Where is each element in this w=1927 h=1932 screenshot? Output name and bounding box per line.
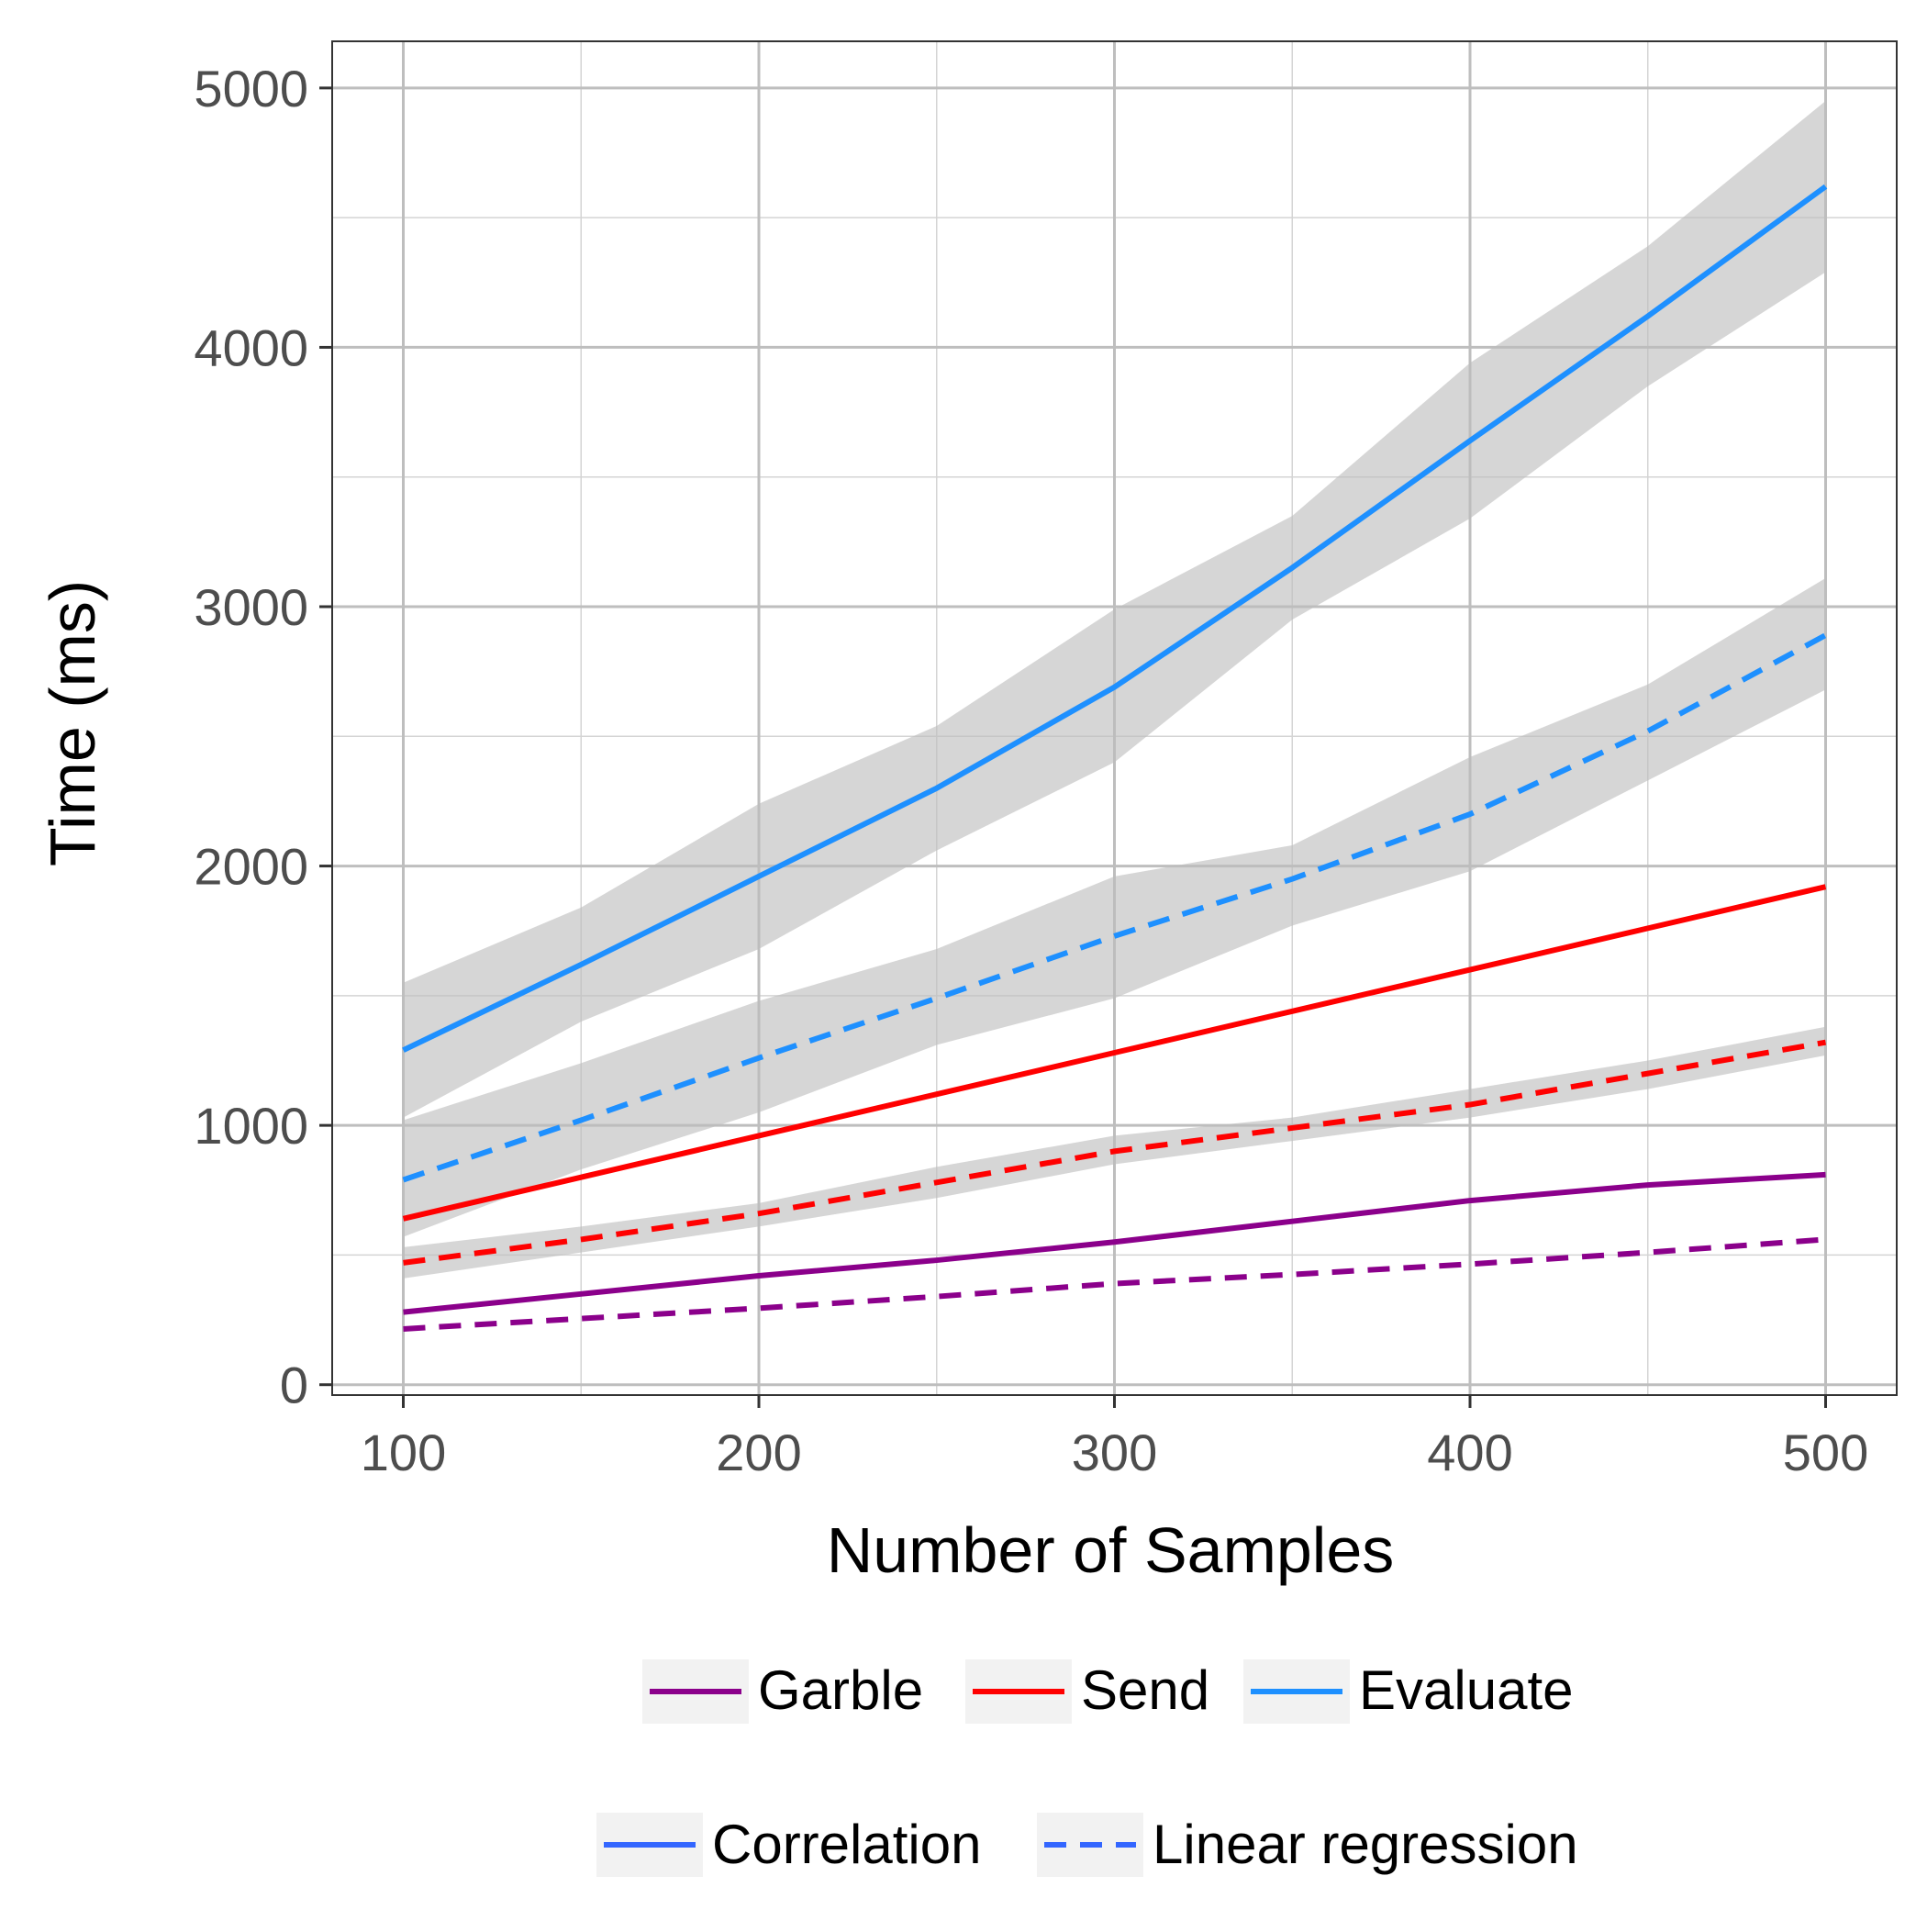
legend-label: Garble (758, 1659, 923, 1721)
legend-label: Send (1081, 1659, 1209, 1721)
x-tick-label: 200 (716, 1424, 801, 1481)
x-tick-label: 100 (361, 1424, 446, 1481)
legend-linetype: Correlation Linear regression (596, 1813, 1578, 1877)
legend-label: Correlation (712, 1814, 981, 1875)
series-line (403, 1039, 1827, 1266)
y-tick-label: 0 (280, 1357, 308, 1414)
y-tick-label: 1000 (194, 1097, 308, 1155)
x-tick-label: 400 (1427, 1424, 1512, 1481)
legend-color: Garble Send Evaluate (642, 1659, 1574, 1724)
series-lines (402, 184, 1828, 1332)
x-tick-label: 500 (1783, 1424, 1868, 1481)
series-line (402, 632, 1827, 1183)
y-tick-label: 2000 (194, 838, 308, 896)
confidence-band (403, 577, 1826, 1237)
series-line (402, 184, 1828, 1053)
confidence-band (403, 100, 1826, 1118)
legend-label: Evaluate (1359, 1659, 1574, 1721)
y-tick-label: 3000 (194, 578, 308, 636)
x-axis-title: Number of Samples (827, 1514, 1395, 1586)
legend-label: Linear regression (1153, 1814, 1578, 1875)
y-tick-label: 4000 (194, 318, 308, 376)
series-line (402, 884, 1827, 1222)
series-line (403, 1171, 1826, 1315)
series-line (403, 1236, 1826, 1332)
y-axis-title: Time (ms) (37, 580, 108, 866)
x-tick-label: 300 (1072, 1424, 1157, 1481)
y-tick-label: 5000 (194, 60, 308, 117)
